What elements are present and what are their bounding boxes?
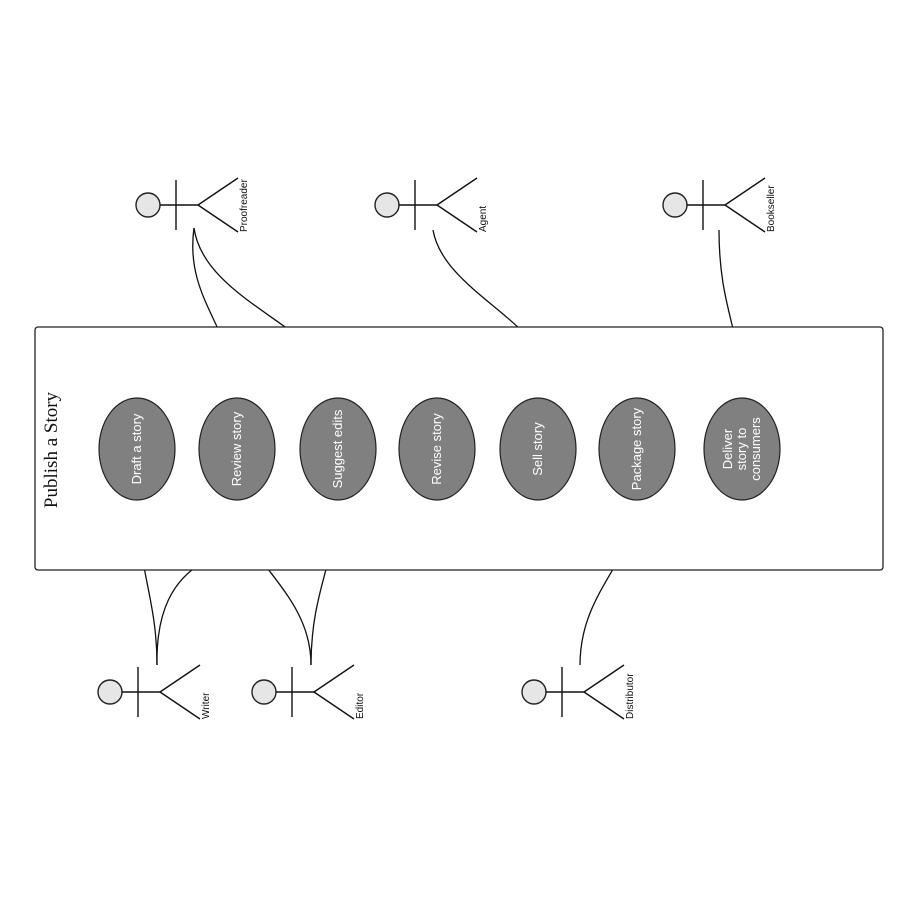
actor-writer[interactable]: Writer [97,664,212,720]
actor-proofreader[interactable]: Proofreader [135,177,250,233]
actor-editor[interactable]: Editor [251,664,366,720]
use-case-label-line: consumers [748,417,763,481]
use-case-draft[interactable]: Draft a story [98,397,176,501]
use-case-label-line: Package story [629,407,644,490]
actor-leg [724,204,766,233]
actor-leg [159,691,201,720]
use-case-label: Revise story [429,413,444,485]
use-case-label-line: Suggest edits [330,409,345,488]
use-case-review[interactable]: Review story [198,397,276,501]
actor-leg [724,177,766,206]
use-case-label: Sell story [530,422,545,476]
use-case-label-line: story to [734,428,749,471]
actor-head [97,679,123,705]
actor-leg [583,664,625,693]
actor-label: Editor [355,692,366,719]
actor-label: Writer [201,692,212,719]
use-case-label-line: Sell story [530,422,545,476]
use-case-label-line: Deliver [720,428,735,469]
use-case-suggest[interactable]: Suggest edits [299,397,377,501]
use-case-ellipse [598,397,676,501]
actors: Proofreader Agent Bookseller Writer Editor Di… [97,177,777,720]
actor-bookseller[interactable]: Bookseller [662,177,777,233]
actor-leg [313,691,355,720]
use-case-label: Draft a story [129,413,144,484]
actor-distributor[interactable]: Distributor [521,664,636,720]
use-case-sell[interactable]: Sell story [499,397,577,501]
actor-label: Distributor [625,673,636,719]
actor-leg [159,664,201,693]
actor-leg [436,204,478,233]
use-case-label: Suggest edits [330,409,345,488]
use-case-label: Deliverstory toconsumers [720,417,763,481]
actor-leg [583,691,625,720]
use-case-revise[interactable]: Revise story [398,397,476,501]
actor-head [521,679,547,705]
use-case-label-line: Review story [229,411,244,486]
use-case-label-line: Draft a story [129,413,144,484]
use-case-deliver[interactable]: Deliverstory toconsumers [703,397,781,501]
actor-head [135,192,161,218]
actor-leg [436,177,478,206]
use-cases: Draft a story Review story Suggest edits Re… [98,397,781,501]
actor-label: Agent [478,206,489,232]
use-case-label-line: Revise story [429,413,444,485]
actor-label: Bookseller [766,185,777,232]
actor-head [251,679,277,705]
use-case-ellipse [398,397,476,501]
use-case-label: Review story [229,411,244,486]
system-title: Publish a Story [41,391,62,508]
use-case-ellipse [98,397,176,501]
use-case-label: Package story [629,407,644,490]
actor-leg [313,664,355,693]
use-case-ellipse [499,397,577,501]
use-case-ellipse [198,397,276,501]
actor-leg [197,177,239,206]
actor-leg [197,204,239,233]
use-case-package[interactable]: Package story [598,397,676,501]
actor-agent[interactable]: Agent [374,177,489,233]
actor-head [662,192,688,218]
use-case-ellipse [703,397,781,501]
actor-head [374,192,400,218]
use-case-ellipse [299,397,377,501]
actor-label: Proofreader [239,179,250,232]
